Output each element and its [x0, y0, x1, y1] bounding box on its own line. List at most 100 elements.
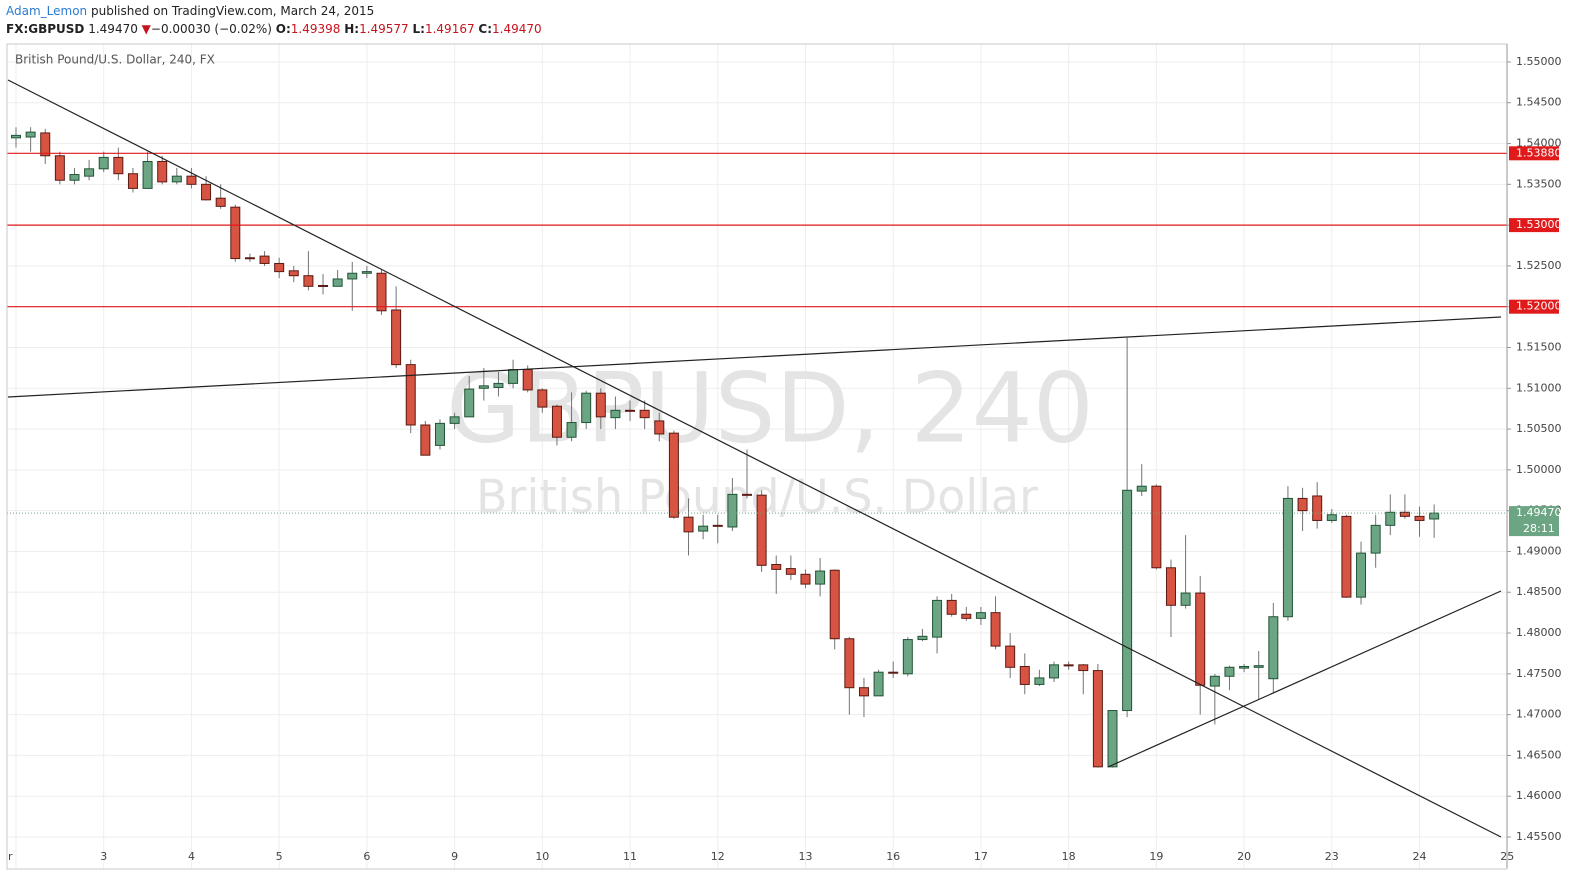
low-label: L: [413, 22, 425, 36]
author[interactable]: Adam_Lemon [6, 4, 87, 18]
candle-body [654, 420, 665, 435]
header-line-2: FX:GBPUSD 1.49470 ▼−0.00030 (−0.02%) O:1… [6, 22, 542, 36]
candle-body [1063, 664, 1074, 667]
candle-body [1005, 645, 1016, 668]
symbol: FX:GBPUSD [6, 22, 84, 36]
price-label-box [1509, 218, 1559, 233]
candle-body [800, 573, 811, 585]
y-tick-label: 1.50000 [1516, 463, 1562, 476]
candle-body [829, 569, 840, 640]
grid [7, 44, 1508, 868]
close: 1.49470 [492, 22, 542, 36]
y-tick-label: 1.52500 [1516, 259, 1562, 272]
candle-body [376, 272, 387, 312]
candle-body [771, 564, 782, 570]
y-tick-label: 1.47000 [1516, 708, 1562, 721]
candle-body [1180, 592, 1191, 606]
candle-body [1165, 567, 1176, 606]
candle-body [332, 278, 343, 287]
candle-body [1078, 664, 1089, 672]
candle-body [1282, 497, 1293, 618]
candle-body [274, 262, 285, 273]
candle-body [434, 422, 445, 446]
x-tick-label: 6 [363, 850, 370, 863]
candle-body [54, 155, 65, 181]
price-label: 1.53000 [1516, 218, 1562, 231]
x-tick-label: 20 [1237, 850, 1251, 863]
candle-body [1370, 524, 1381, 554]
candle-body [420, 424, 431, 456]
x-tick-label: 19 [1149, 850, 1163, 863]
candle-body [259, 255, 270, 264]
candle-body [464, 388, 475, 418]
x-tick-label: 11 [623, 850, 637, 863]
x-tick-label: 12 [711, 850, 725, 863]
y-tick-label: 1.55000 [1516, 55, 1562, 68]
candle-body [610, 409, 621, 419]
candle-body [1429, 512, 1440, 520]
candle-body [1092, 670, 1103, 768]
candle-body [113, 156, 124, 175]
candle-body [40, 132, 51, 157]
chart-title: British Pound/U.S. Dollar, 240, FX [15, 53, 215, 67]
candle-body [990, 612, 1001, 647]
change: −0.00030 (−0.02%) [151, 22, 272, 36]
trendline[interactable] [7, 79, 1502, 838]
y-tick-label: 1.54500 [1516, 96, 1562, 109]
candle-body [975, 612, 986, 619]
x-tick-label: 10 [535, 850, 549, 863]
candle-body [1034, 677, 1045, 685]
close-label: C: [478, 22, 492, 36]
candle-body [683, 516, 694, 533]
x-tick-label: 25 [1500, 850, 1514, 863]
watermark: GBPUSD, 240 [446, 352, 1094, 464]
candle-body [230, 206, 241, 260]
candle-body [391, 309, 402, 366]
price-label-box [1509, 299, 1559, 314]
trendline[interactable] [1107, 590, 1502, 768]
candle-body [698, 525, 709, 532]
candle-body [1341, 515, 1352, 598]
high-label: H: [344, 22, 359, 36]
candle-body [493, 382, 504, 388]
candle-body [244, 257, 255, 260]
candle-body [201, 183, 212, 201]
candle-body [932, 599, 943, 638]
y-tick-label: 1.53500 [1516, 177, 1562, 190]
trendline[interactable] [7, 316, 1502, 398]
y-tick-label: 1.46500 [1516, 748, 1562, 761]
candle-body [873, 671, 884, 697]
price-label: 1.52000 [1516, 300, 1562, 313]
candle-body [946, 599, 957, 615]
candle-body [727, 493, 738, 528]
candle-body [1224, 666, 1235, 677]
candle-body [1312, 495, 1323, 521]
x-tick-label: 17 [974, 850, 988, 863]
last-price-label: 1.49470 [1516, 506, 1562, 519]
high: 1.49577 [359, 22, 409, 36]
candle-body [1049, 664, 1060, 679]
published: published on TradingView.com, March 24, … [91, 4, 374, 18]
candle-body [1356, 552, 1367, 598]
candle-body [902, 639, 913, 675]
candle-body [449, 416, 460, 424]
x-tick-label: 3 [100, 850, 107, 863]
header-line-1: Adam_Lemon published on TradingView.com,… [6, 4, 374, 18]
candle-body [1399, 511, 1410, 517]
x-tick-label: 18 [1062, 850, 1076, 863]
open-label: O: [276, 22, 291, 36]
y-tick-label: 1.48000 [1516, 626, 1562, 639]
candle-body [1326, 514, 1337, 521]
x-tick-label: 24 [1413, 850, 1427, 863]
candle-body [1297, 497, 1308, 512]
candle-body [288, 270, 299, 277]
candle-body [127, 173, 138, 189]
candle-body [917, 635, 928, 641]
candle-body [888, 671, 899, 674]
candle-body [215, 197, 226, 207]
y-tick-label: 1.50500 [1516, 422, 1562, 435]
candle-body [157, 160, 168, 183]
y-tick-label: 1.47500 [1516, 667, 1562, 680]
